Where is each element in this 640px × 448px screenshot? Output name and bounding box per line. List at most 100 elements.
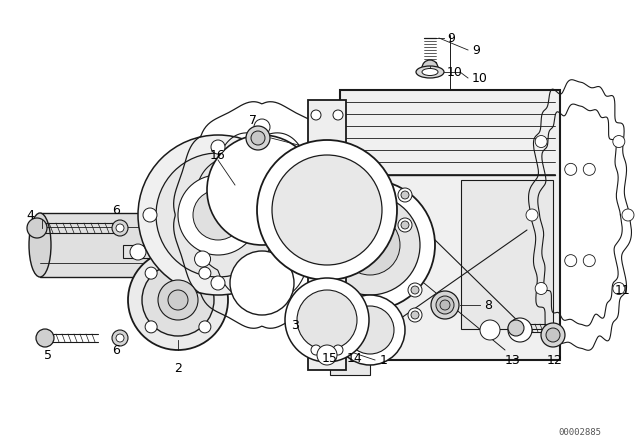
Circle shape bbox=[128, 250, 228, 350]
Circle shape bbox=[116, 334, 124, 342]
Bar bbox=[461, 180, 554, 328]
Ellipse shape bbox=[29, 213, 51, 277]
Circle shape bbox=[346, 306, 394, 354]
Circle shape bbox=[158, 280, 198, 320]
Circle shape bbox=[168, 290, 188, 310]
Circle shape bbox=[145, 267, 157, 279]
Ellipse shape bbox=[422, 69, 438, 76]
Circle shape bbox=[178, 175, 258, 255]
Circle shape bbox=[349, 329, 361, 341]
Circle shape bbox=[431, 291, 459, 319]
Circle shape bbox=[297, 290, 357, 350]
Circle shape bbox=[564, 164, 577, 175]
Circle shape bbox=[315, 247, 331, 263]
Text: 6: 6 bbox=[112, 203, 120, 216]
Ellipse shape bbox=[169, 213, 187, 277]
Circle shape bbox=[401, 191, 409, 199]
Circle shape bbox=[422, 60, 438, 76]
Circle shape bbox=[535, 283, 547, 294]
Text: 12: 12 bbox=[547, 353, 563, 366]
Circle shape bbox=[142, 264, 214, 336]
Text: 13: 13 bbox=[505, 353, 521, 366]
Circle shape bbox=[195, 251, 211, 267]
Circle shape bbox=[257, 140, 397, 280]
Text: 7: 7 bbox=[249, 113, 257, 126]
Text: 2: 2 bbox=[174, 362, 182, 375]
Bar bbox=[340, 90, 560, 360]
Circle shape bbox=[508, 320, 524, 336]
Circle shape bbox=[207, 135, 317, 245]
Circle shape bbox=[138, 135, 298, 295]
Circle shape bbox=[323, 348, 337, 362]
Circle shape bbox=[622, 209, 634, 221]
Circle shape bbox=[345, 325, 365, 345]
Bar bbox=[40, 213, 178, 277]
Text: 16: 16 bbox=[210, 148, 226, 161]
Circle shape bbox=[411, 286, 419, 294]
Circle shape bbox=[36, 329, 54, 347]
Polygon shape bbox=[123, 245, 233, 258]
Circle shape bbox=[401, 221, 409, 229]
Circle shape bbox=[305, 180, 435, 310]
Text: 11: 11 bbox=[615, 284, 631, 297]
Circle shape bbox=[311, 345, 321, 355]
Circle shape bbox=[408, 308, 422, 322]
Polygon shape bbox=[330, 340, 370, 375]
Circle shape bbox=[317, 345, 337, 365]
Text: 15: 15 bbox=[322, 352, 338, 365]
Circle shape bbox=[251, 131, 265, 145]
Text: 6: 6 bbox=[112, 344, 120, 357]
Circle shape bbox=[254, 119, 270, 135]
Circle shape bbox=[613, 136, 625, 147]
Circle shape bbox=[230, 251, 294, 315]
Circle shape bbox=[199, 267, 211, 279]
Circle shape bbox=[508, 318, 532, 342]
Circle shape bbox=[130, 244, 146, 260]
Circle shape bbox=[112, 220, 128, 236]
Text: 4: 4 bbox=[26, 208, 34, 221]
Text: 9: 9 bbox=[472, 43, 480, 56]
Circle shape bbox=[314, 251, 330, 267]
Circle shape bbox=[564, 254, 577, 267]
Circle shape bbox=[279, 208, 293, 222]
Circle shape bbox=[285, 278, 369, 362]
Circle shape bbox=[333, 345, 343, 355]
Bar bbox=[308, 100, 346, 370]
Circle shape bbox=[211, 276, 225, 290]
Text: 3: 3 bbox=[291, 319, 299, 332]
Circle shape bbox=[408, 283, 422, 297]
Circle shape bbox=[193, 190, 243, 240]
Circle shape bbox=[398, 188, 412, 202]
Circle shape bbox=[340, 215, 400, 275]
Circle shape bbox=[112, 330, 128, 346]
Circle shape bbox=[541, 323, 565, 347]
Circle shape bbox=[333, 110, 343, 120]
Circle shape bbox=[199, 321, 211, 333]
Circle shape bbox=[535, 136, 547, 147]
Circle shape bbox=[272, 155, 382, 265]
Circle shape bbox=[145, 321, 157, 333]
Circle shape bbox=[311, 110, 321, 120]
Text: 14: 14 bbox=[347, 352, 363, 365]
Circle shape bbox=[583, 164, 595, 175]
Circle shape bbox=[613, 283, 625, 294]
Circle shape bbox=[436, 296, 454, 314]
Text: 00002885: 00002885 bbox=[559, 427, 602, 436]
Circle shape bbox=[156, 153, 280, 277]
Circle shape bbox=[398, 218, 412, 232]
Ellipse shape bbox=[416, 66, 444, 78]
Circle shape bbox=[27, 218, 47, 238]
Circle shape bbox=[546, 328, 560, 342]
Circle shape bbox=[480, 320, 500, 340]
Text: 10: 10 bbox=[472, 72, 488, 85]
Circle shape bbox=[320, 195, 420, 295]
Text: 8: 8 bbox=[484, 298, 492, 311]
Circle shape bbox=[335, 295, 405, 365]
Circle shape bbox=[583, 254, 595, 267]
Text: 10: 10 bbox=[447, 65, 463, 78]
Text: 1: 1 bbox=[380, 353, 388, 366]
Circle shape bbox=[526, 209, 538, 221]
Circle shape bbox=[211, 140, 225, 154]
Circle shape bbox=[116, 224, 124, 232]
Text: 5: 5 bbox=[44, 349, 52, 362]
